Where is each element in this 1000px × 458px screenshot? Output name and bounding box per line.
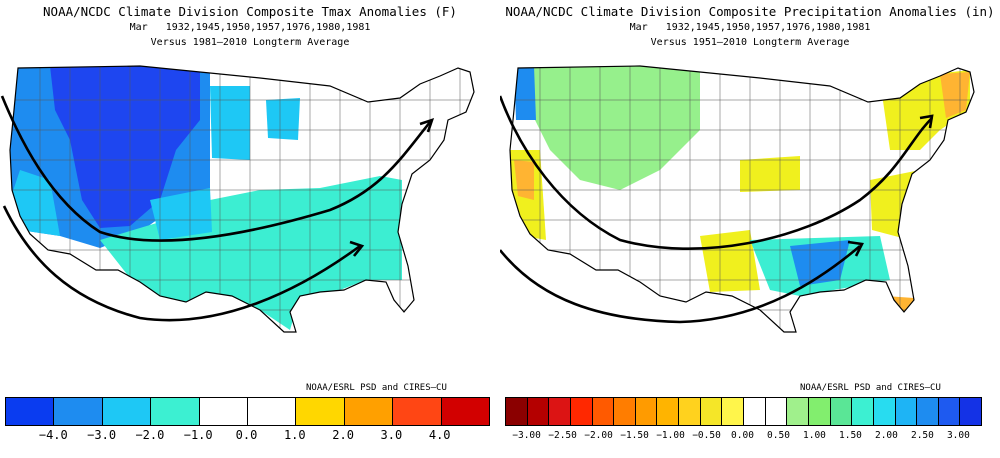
us-climate-division-map — [0, 65, 475, 333]
credit-text: NOAA/ESRL PSD and CIRES–CU — [800, 383, 941, 393]
northwest-wet-region — [530, 66, 700, 190]
colorbar-swatch — [744, 398, 766, 425]
colorbar-swatch — [570, 398, 593, 425]
us-outline — [9, 65, 475, 333]
us-climate-division-map — [500, 65, 975, 333]
precip-anomaly-panel: NOAA/NCDC Climate Division Composite Pre… — [500, 0, 1000, 458]
colorbar-tick-labels: −4.0 −3.0 −2.0 −1.0 0.0 1.0 2.0 3.0 4.0 — [5, 428, 488, 444]
colorbar-tick-label: 3.00 — [946, 430, 970, 441]
arrowhead — [847, 240, 864, 257]
colorbar-tick-label: 1.0 — [283, 428, 306, 442]
colorbar-swatch — [679, 398, 701, 425]
colorbar-swatch — [441, 398, 490, 425]
colorbar-swatch — [895, 398, 918, 425]
colorbar-swatch — [808, 398, 831, 425]
map-title: NOAA/NCDC Climate Division Composite Pre… — [505, 4, 995, 19]
colorbar-tick-label: 0.50 — [767, 430, 790, 441]
colorbar-tick-label: −1.50 — [620, 430, 649, 441]
tmax-regions — [10, 66, 474, 332]
upper-midwest-region — [210, 86, 250, 160]
arrowhead — [419, 117, 435, 133]
colorbar-tick-label: −3.0 — [87, 428, 117, 442]
colorbar-swatch — [393, 398, 442, 425]
colorbar-swatch — [765, 398, 788, 425]
colorbar-swatch — [199, 398, 249, 425]
map-subtitle: Mar 1932,1945,1950,1957,1976,1980,1981 — [129, 22, 371, 33]
colorbar-tick-label: 1.50 — [839, 430, 862, 441]
division-grid — [510, 66, 974, 332]
colorbar-tick-label: 0.0 — [235, 428, 258, 442]
colorbar-swatch — [657, 398, 680, 425]
south-texas-dry-region — [700, 230, 760, 292]
rockies-strong-cool-region — [50, 66, 200, 228]
colorbar-tick-label: 1.00 — [803, 430, 826, 441]
map-baseline: Versus 1951–2010 Longterm Average — [650, 37, 850, 48]
colorbar-swatch — [700, 398, 723, 425]
colorbar-swatch — [592, 398, 615, 425]
colorbar-swatch — [527, 398, 550, 425]
colorbar-tick-label: −1.00 — [656, 430, 685, 441]
colorbar-tick-labels: −3.00 −2.50 −2.00 −1.50 −1.00 −0.50 0.00 0.50 1.… — [505, 430, 980, 444]
colorbar-tick-label: 2.00 — [874, 430, 898, 441]
colorbar-swatch — [506, 398, 528, 425]
southern-storm-track-arrow — [500, 245, 861, 324]
colorbar-swatch — [960, 398, 982, 425]
colorbar-swatch — [151, 398, 200, 425]
colorbar-swatch — [830, 398, 853, 425]
colorbar-tick-label: 0.00 — [731, 430, 754, 441]
arrowhead — [919, 114, 934, 129]
colorbar-tick-label: −2.00 — [584, 430, 613, 441]
northern-storm-track-arrow — [0, 95, 432, 242]
southern-storm-track-arrow — [2, 205, 361, 322]
colorbar-swatch — [635, 398, 658, 425]
colorbar-swatch — [248, 398, 297, 425]
colorbar-swatch — [344, 398, 394, 425]
colorbar-swatch — [614, 398, 636, 425]
northern-storm-track-arrow — [500, 95, 933, 250]
arrowhead — [349, 240, 365, 257]
colorbar-swatch — [917, 398, 939, 425]
colorbar-tick-label: −4.0 — [38, 428, 68, 442]
colorbar-swatch — [54, 398, 103, 425]
colorbar — [505, 397, 982, 426]
colorbar-swatch — [6, 398, 55, 425]
map-title: NOAA/NCDC Climate Division Composite Tma… — [43, 4, 457, 19]
colorbar-swatch — [102, 398, 152, 425]
colorbar-tick-label: −1.0 — [183, 428, 213, 442]
map-baseline: Versus 1981–2010 Longterm Average — [150, 37, 350, 48]
colorbar-tick-label: −3.00 — [512, 430, 541, 441]
map-subtitle: Mar 1932,1945,1950,1957,1976,1980,1981 — [629, 22, 871, 33]
deep-south-wet-region — [790, 240, 850, 286]
colorbar-swatch — [938, 398, 961, 425]
colorbar-tick-label: −2.50 — [548, 430, 577, 441]
colorbar-tick-label: 2.0 — [332, 428, 354, 442]
colorbar-swatch — [787, 398, 809, 425]
colorbar-tick-label: −0.50 — [692, 430, 721, 441]
credit-text: NOAA/ESRL PSD and CIRES–CU — [306, 383, 447, 393]
us-outline — [509, 65, 975, 333]
colorbar-swatch — [722, 398, 745, 425]
colorbar-tick-label: 2.50 — [910, 430, 934, 441]
coastal-washington-region — [514, 66, 536, 120]
colorbar-tick-label: 4.0 — [428, 428, 451, 442]
colorbar-tick-label: −2.0 — [135, 428, 165, 442]
colorbar — [5, 397, 490, 426]
great-lakes-region — [266, 98, 300, 140]
colorbar-swatch — [852, 398, 874, 425]
tmax-anomaly-panel: NOAA/NCDC Climate Division Composite Tma… — [0, 4, 490, 444]
colorbar-swatch — [873, 398, 896, 425]
colorbar-tick-label: 3.0 — [380, 428, 403, 442]
colorbar-swatch — [549, 398, 571, 425]
colorbar-swatch — [296, 398, 345, 425]
maine-region — [940, 72, 970, 118]
mid-atlantic-dry-region — [870, 170, 920, 240]
plains-region — [150, 188, 212, 240]
ohio-valley-dry-region — [740, 156, 800, 192]
